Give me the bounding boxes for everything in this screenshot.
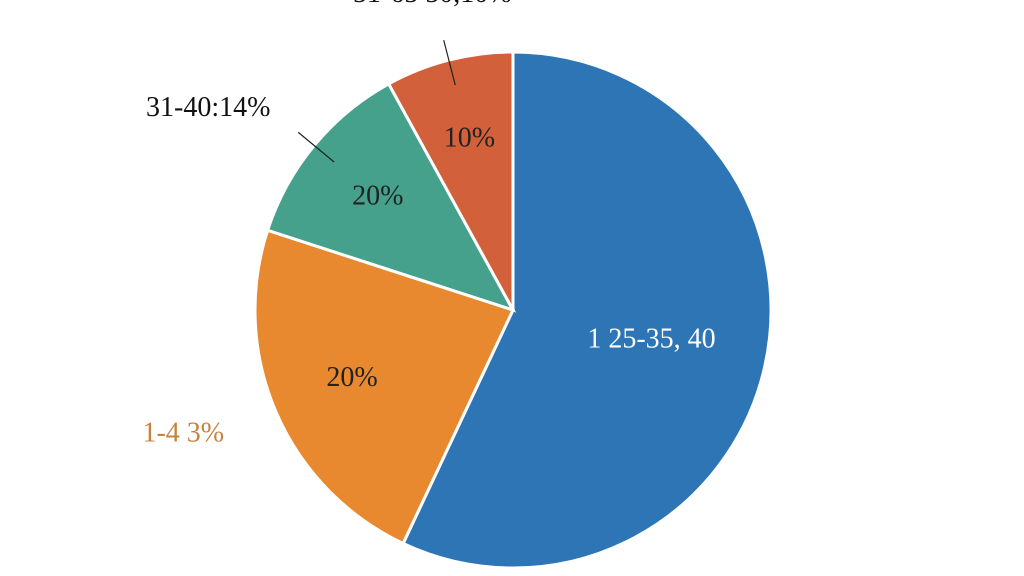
leader-line: [297, 131, 335, 163]
pie-slice: [401, 50, 773, 570]
category-label: 1 25-35, 40: [587, 323, 715, 354]
leader-line: [443, 39, 456, 86]
slice-label: 20%: [326, 362, 377, 393]
pie-slice: [253, 228, 516, 546]
category-label: 31-40:14%: [146, 92, 270, 123]
slice-label: 20%: [352, 181, 403, 212]
category-label: 1-4 3%: [142, 417, 224, 448]
slice-label: 10%: [444, 122, 495, 153]
category-label: 51-65 50,10%: [353, 0, 512, 9]
